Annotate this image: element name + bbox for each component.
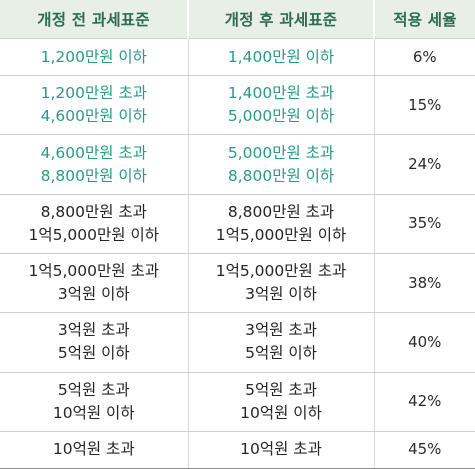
- after-range-line: 1,400만원 초과: [227, 84, 335, 103]
- table-row: 8,800만원 초과 1억5,000만원 이하 8,800만원 초과 1억5,000만…: [0, 194, 475, 254]
- tax-rate-cell: 38%: [373, 253, 475, 314]
- after-range-line: 8,800만원 이하: [227, 166, 335, 185]
- after-range-line: 10억원 이하: [240, 403, 322, 422]
- before-tax-base-cell: 1,200만원 초과 4,600만원 이하: [0, 75, 188, 136]
- tax-rate-cell: 15%: [373, 75, 475, 136]
- table-row: 10억원 초과 10억원 초과 45%: [0, 431, 475, 469]
- before-tax-base-cell: 4,600만원 초과 8,800만원 이하: [0, 134, 188, 195]
- after-range-line: 10억원 초과: [240, 440, 322, 459]
- after-range-line: 1,400만원 이하: [227, 47, 335, 66]
- tax-rate-cell: 40%: [373, 312, 475, 373]
- after-tax-base-cell: 3억원 초과 5억원 이하: [187, 312, 374, 373]
- table-row: 1억5,000만원 초과 3억원 이하 1억5,000만원 초과 3억원 이하 38%: [0, 253, 475, 314]
- before-range-line: 4,600만원 이하: [40, 107, 147, 126]
- before-range-line: 3억원 초과: [57, 321, 130, 340]
- table-row: 4,600만원 초과 8,800만원 이하 5,000만원 초과 8,800만원 이하…: [0, 134, 475, 195]
- tax-rate-cell: 42%: [373, 372, 475, 432]
- tax-rate-cell: 6%: [373, 38, 475, 77]
- after-range-line: 5억원 이하: [245, 344, 317, 363]
- tax-rate-cell: 24%: [373, 134, 475, 195]
- before-range-line: 1억5,000만원 초과: [28, 262, 159, 281]
- after-range-line: 5,000만원 초과: [227, 143, 335, 162]
- before-tax-base-cell: 8,800만원 초과 1억5,000만원 이하: [0, 194, 188, 254]
- before-range-line: 8,800만원 이하: [40, 166, 147, 185]
- before-tax-base-cell: 1억5,000만원 초과 3억원 이하: [0, 253, 188, 314]
- header-after-tax-base: 개정 후 과세표준: [187, 0, 374, 39]
- before-range-line: 4,600만원 초과: [40, 143, 147, 162]
- before-range-line: 10억원 초과: [52, 440, 135, 459]
- after-tax-base-cell: 8,800만원 초과 1억5,000만원 이하: [187, 194, 374, 254]
- before-range-line: 1억5,000만원 이하: [28, 225, 159, 244]
- after-tax-base-cell: 5억원 초과 10억원 이하: [187, 372, 374, 432]
- before-range-line: 3억원 이하: [57, 285, 130, 304]
- after-range-line: 3억원 이하: [245, 285, 317, 304]
- tax-rate-cell: 45%: [373, 431, 475, 469]
- after-range-line: 8,800만원 초과: [227, 202, 335, 221]
- table-row: 1,200만원 이하 1,400만원 이하 6%: [0, 38, 475, 77]
- after-range-line: 5억원 초과: [245, 380, 317, 399]
- after-range-line: 3억원 초과: [245, 321, 317, 340]
- before-range-line: 1,200만원 이하: [40, 47, 147, 66]
- after-range-line: 5,000만원 이하: [227, 107, 335, 126]
- table-row: 1,200만원 초과 4,600만원 이하 1,400만원 초과 5,000만원 이하…: [0, 75, 475, 136]
- before-range-line: 8,800만원 초과: [40, 202, 147, 221]
- after-range-line: 1억5,000만원 이하: [215, 225, 347, 244]
- before-tax-base-cell: 3억원 초과 5억원 이하: [0, 312, 188, 373]
- header-tax-rate: 적용 세율: [373, 0, 475, 39]
- before-tax-base-cell: 5억원 초과 10억원 이하: [0, 372, 188, 432]
- after-tax-base-cell: 10억원 초과: [187, 431, 374, 469]
- after-tax-base-cell: 1,400만원 이하: [187, 38, 374, 77]
- before-tax-base-cell: 10억원 초과: [0, 431, 188, 469]
- header-row: 개정 전 과세표준 개정 후 과세표준 적용 세율: [0, 0, 475, 39]
- before-tax-base-cell: 1,200만원 이하: [0, 38, 188, 77]
- header-before-tax-base: 개정 전 과세표준: [0, 0, 188, 39]
- before-range-line: 10억원 이하: [52, 403, 135, 422]
- after-tax-base-cell: 1억5,000만원 초과 3억원 이하: [187, 253, 374, 314]
- after-tax-base-cell: 1,400만원 초과 5,000만원 이하: [187, 75, 374, 136]
- before-range-line: 1,200만원 초과: [40, 84, 147, 103]
- tax-rate-cell: 35%: [373, 194, 475, 254]
- table-header: 개정 전 과세표준 개정 후 과세표준 적용 세율: [0, 0, 475, 39]
- before-range-line: 5억원 이하: [57, 344, 130, 363]
- table-row: 3억원 초과 5억원 이하 3억원 초과 5억원 이하 40%: [0, 312, 475, 373]
- after-tax-base-cell: 5,000만원 초과 8,800만원 이하: [187, 134, 374, 195]
- table-body: 1,200만원 이하 1,400만원 이하 6% 1,200만원 초과 4,600만원 …: [0, 38, 475, 469]
- after-range-line: 1억5,000만원 초과: [215, 262, 347, 281]
- table-row: 5억원 초과 10억원 이하 5억원 초과 10억원 이하 42%: [0, 372, 475, 432]
- before-range-line: 5억원 초과: [57, 380, 130, 399]
